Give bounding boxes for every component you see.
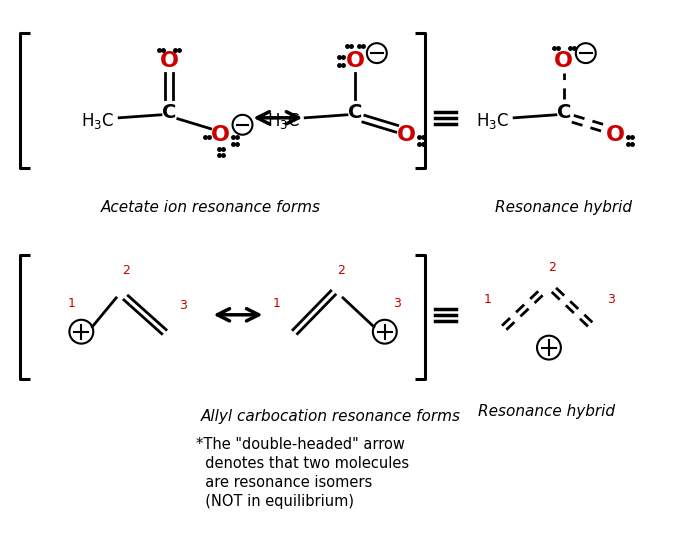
Text: 1: 1 [272,298,280,310]
Text: 2: 2 [548,260,556,274]
Text: 3: 3 [179,299,187,312]
Text: Acetate ion resonance forms: Acetate ion resonance forms [101,200,321,215]
Text: O: O [345,51,365,71]
Text: O: O [397,124,416,145]
Text: O: O [211,124,230,145]
Text: O: O [554,51,573,71]
Text: Resonance hybrid: Resonance hybrid [478,405,616,419]
Text: Resonance hybrid: Resonance hybrid [495,200,633,215]
Text: C: C [161,103,176,122]
Text: are resonance isomers: are resonance isomers [196,475,372,490]
Text: 2: 2 [337,264,345,276]
Text: 1: 1 [484,293,491,306]
Text: $\mathsf{H_3C}$: $\mathsf{H_3C}$ [267,111,300,131]
Text: 1: 1 [68,298,75,310]
Text: C: C [347,103,362,122]
Text: $\mathsf{H_3C}$: $\mathsf{H_3C}$ [81,111,114,131]
Text: 3: 3 [393,298,401,310]
Text: 3: 3 [607,293,614,306]
Text: C: C [557,103,571,122]
Text: O: O [606,124,625,145]
Text: Allyl carbocation resonance forms: Allyl carbocation resonance forms [200,410,461,424]
Text: O: O [159,51,179,71]
Text: *The "double-headed" arrow: *The "double-headed" arrow [196,437,405,452]
Text: 2: 2 [122,264,130,276]
Text: $\mathsf{H_3C}$: $\mathsf{H_3C}$ [476,111,509,131]
Text: (NOT in equilibrium): (NOT in equilibrium) [196,494,354,509]
Text: denotes that two molecules: denotes that two molecules [196,456,409,471]
